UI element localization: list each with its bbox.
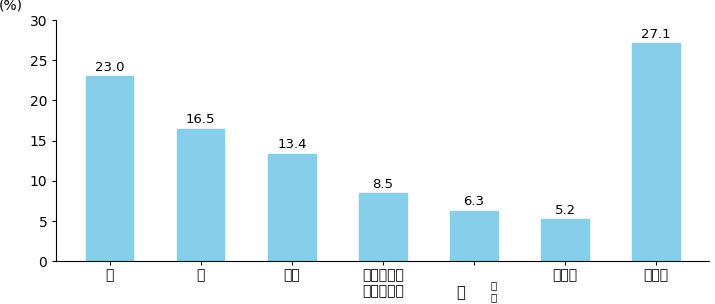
Text: 13.4: 13.4 <box>277 138 307 151</box>
Text: 5.2: 5.2 <box>554 204 576 217</box>
Text: 膵
臓: 膵 臓 <box>456 285 465 304</box>
Bar <box>268 154 315 261</box>
Text: 8.5: 8.5 <box>373 178 393 191</box>
Text: す
い
ぞ
う: す い ぞ う <box>491 281 497 304</box>
Bar <box>86 76 134 261</box>
Text: 6.3: 6.3 <box>463 195 485 208</box>
Bar <box>359 193 407 261</box>
Text: 23.0: 23.0 <box>95 61 124 74</box>
Bar <box>177 129 225 261</box>
Bar <box>541 219 588 261</box>
Bar <box>632 43 680 261</box>
Text: 16.5: 16.5 <box>186 113 215 126</box>
Text: 27.1: 27.1 <box>641 28 671 41</box>
Bar <box>450 211 498 261</box>
Y-axis label: (%): (%) <box>0 0 23 13</box>
